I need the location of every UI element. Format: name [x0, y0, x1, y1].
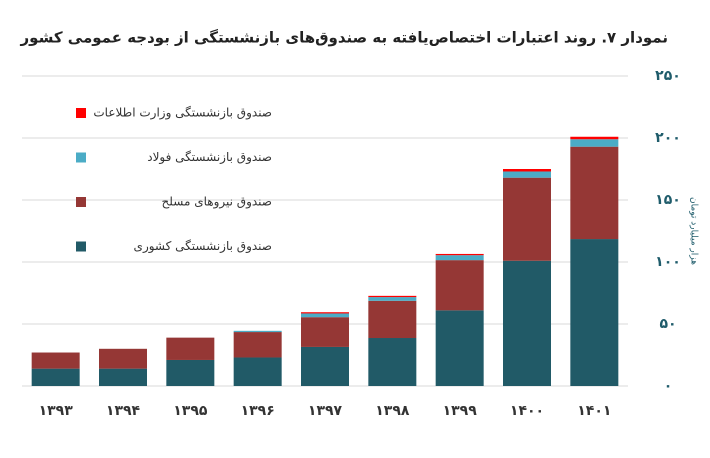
- bar-segment: [503, 171, 551, 178]
- bar-segment: [570, 139, 619, 147]
- bar-segment: [368, 338, 417, 386]
- x-tick-label: ۱۳۹۳: [39, 403, 74, 419]
- y-tick-label: ۲۵۰: [655, 68, 681, 84]
- bar-segment: [435, 253, 484, 256]
- x-tick-label: ۱۳۹۶: [241, 403, 275, 419]
- bar-segment: [435, 260, 484, 311]
- bar-segment: [31, 352, 80, 369]
- bar-segment: [570, 146, 619, 240]
- bar-segment: [99, 368, 147, 386]
- y-tick-label: ۱۵۰: [655, 192, 681, 208]
- x-tick-label: ۱۴۰۰: [510, 403, 544, 419]
- bar-segment: [503, 260, 551, 386]
- x-tick-label: ۱۴۰۱: [577, 403, 611, 419]
- y-axis-label: هزار میلیارد تومان: [689, 197, 699, 265]
- legend-swatch: [76, 152, 86, 163]
- y-tick-label: ۵۰: [659, 316, 676, 332]
- bar-segment: [435, 310, 484, 386]
- legend-swatch: [76, 241, 86, 252]
- bar-segment: [301, 312, 349, 314]
- bar-segment: [166, 337, 215, 360]
- legend-swatch: [76, 197, 86, 207]
- x-tick-label: ۱۳۹۸: [375, 403, 410, 419]
- bar-segment: [368, 300, 417, 339]
- y-tick-label: ۲۰۰: [655, 130, 681, 146]
- legend-label: صندوق بازنشستگی کشوری: [134, 239, 272, 254]
- legend-swatch: [76, 108, 86, 118]
- bar-segment: [31, 368, 80, 386]
- bar-segment: [233, 357, 282, 386]
- bar-segment: [570, 136, 619, 140]
- bar-segment: [301, 313, 349, 318]
- bar-segment: [570, 239, 619, 386]
- bar-segment: [166, 359, 215, 386]
- bar-segment: [301, 317, 349, 347]
- legend-label: صندوق نیروهای مسلح: [162, 195, 272, 210]
- bar-segment: [99, 348, 147, 369]
- bar-segment: [301, 346, 349, 386]
- x-tick-label: ۱۳۹۹: [443, 403, 478, 419]
- y-tick-label: ۱۰۰: [655, 254, 681, 270]
- x-tick-label: ۱۳۹۴: [106, 403, 141, 419]
- legend-label: صندوق بازنشستگی وزارت اطلاعات: [93, 106, 272, 121]
- x-tick-label: ۱۳۹۷: [308, 403, 343, 419]
- bar-segment: [503, 177, 551, 261]
- bar-segment: [503, 169, 551, 172]
- bar-segment: [233, 332, 282, 358]
- bar-segment: [368, 295, 417, 298]
- bar-segment: [368, 297, 417, 301]
- bar-segment: [233, 330, 282, 333]
- y-tick-label: ۰: [664, 378, 673, 394]
- bar-segment: [435, 255, 484, 261]
- chart-title: نمودار ۷. روند اعتبارات اختصاص‌یافته به …: [20, 29, 668, 47]
- legend-label: صندوق بازنشستگی فولاد: [147, 150, 272, 165]
- x-tick-label: ۱۳۹۵: [173, 403, 208, 419]
